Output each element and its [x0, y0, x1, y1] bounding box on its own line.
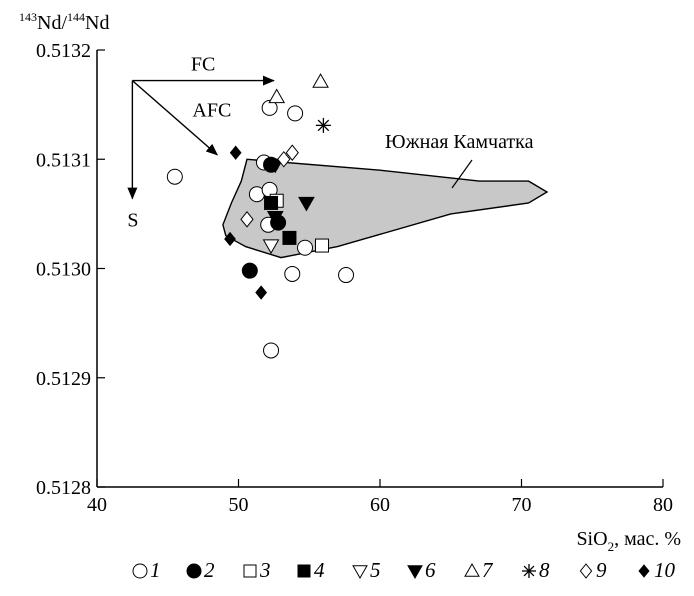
point-series-1 [338, 267, 355, 284]
point-series-10 [224, 231, 236, 247]
y-label-mass-143: 143 [19, 10, 37, 24]
x-tick-label: 50 [229, 494, 249, 516]
point-series-9 [240, 211, 254, 228]
x-axis-label: SiO2, мас. % [576, 528, 681, 554]
legend-label-3: 3 [259, 558, 271, 582]
point-series-1 [284, 265, 301, 282]
point-series-6 [266, 211, 284, 226]
legend-symbol-10 [638, 564, 650, 578]
legend-label-8: 8 [539, 558, 550, 582]
point-series-6 [298, 196, 315, 212]
vector-label-fc: FC [191, 54, 215, 76]
vector-label-afc: AFC [192, 100, 231, 122]
region-south-kamchatka [222, 158, 549, 259]
legend-symbol-8 [522, 564, 536, 578]
x-label-sio: SiO [576, 528, 607, 550]
y-tick-label: 0.5131 [36, 149, 91, 171]
legend-symbol-4 [297, 564, 311, 578]
point-series-9 [277, 150, 291, 168]
y-tick-label: 0.5128 [36, 477, 91, 499]
x-tick-label: 80 [653, 494, 673, 516]
x-tick-label: 70 [512, 494, 532, 516]
legend-label-7: 7 [482, 558, 494, 582]
region-label: Южная Камчатка [385, 131, 534, 153]
legend-symbol-7 [464, 562, 480, 577]
x-tick-label: 40 [87, 494, 107, 516]
legend-label-10: 10 [654, 558, 676, 582]
point-series-9 [285, 144, 299, 161]
y-label-nd-part-1: Nd/ [37, 12, 67, 34]
point-series-5 [262, 239, 280, 255]
point-series-1 [297, 239, 314, 256]
legend-label-5: 5 [370, 558, 381, 582]
point-series-7 [268, 88, 286, 104]
y-label-nd-part-2: Nd [85, 12, 109, 34]
point-series-6 [266, 158, 284, 174]
trend-vectors: FC S AFC [127, 54, 275, 232]
x-label-subscript: 2 [608, 539, 615, 554]
vector-label-s: S [127, 210, 138, 232]
asterisk-stroke [523, 565, 535, 577]
legend-label-1: 1 [150, 558, 161, 582]
y-axis-label: 143Nd/144Nd [19, 10, 109, 34]
point-series-3 [314, 238, 329, 253]
point-series-10 [255, 285, 268, 300]
legend-label-4: 4 [314, 558, 325, 582]
legend-label-9: 9 [596, 558, 607, 582]
region-layer [222, 158, 549, 259]
point-series-2 [241, 262, 258, 279]
legend-symbol-2 [186, 563, 202, 579]
legend: 1 2 3 4 5 6 7 8 9 10 [132, 558, 676, 582]
point-series-8 [315, 117, 331, 133]
y-label-mass-144: 144 [67, 10, 85, 24]
x-tick-label: 60 [370, 494, 390, 516]
legend-symbol-5 [352, 565, 368, 580]
y-tick-label: 0.5132 [36, 40, 91, 62]
x-label-unit: , мас. % [614, 528, 681, 550]
asterisk-stroke [317, 119, 330, 132]
legend-symbol-9 [579, 563, 593, 579]
axes: 40 50 60 70 80 0.5128 0.5129 0.5130 0.5131 0.5132 [36, 40, 673, 516]
y-tick-label: 0.5129 [36, 368, 91, 390]
point-series-10 [229, 145, 242, 160]
point-series-1 [263, 342, 280, 359]
data-points [166, 73, 355, 359]
legend-label-2: 2 [204, 558, 215, 582]
point-series-4 [264, 195, 279, 210]
legend-symbol-1 [132, 563, 148, 579]
legend-symbol-3 [243, 564, 257, 578]
legend-label-6: 6 [425, 558, 436, 582]
legend-symbol-6 [407, 565, 423, 580]
point-series-1 [166, 168, 183, 185]
y-tick-label: 0.5130 [36, 259, 91, 281]
point-series-4 [282, 230, 297, 245]
point-series-1 [261, 99, 278, 116]
vector-arrow-afc [131, 80, 219, 156]
point-series-7 [312, 73, 329, 88]
point-series-1 [287, 105, 304, 122]
region-label-leader [451, 159, 473, 189]
